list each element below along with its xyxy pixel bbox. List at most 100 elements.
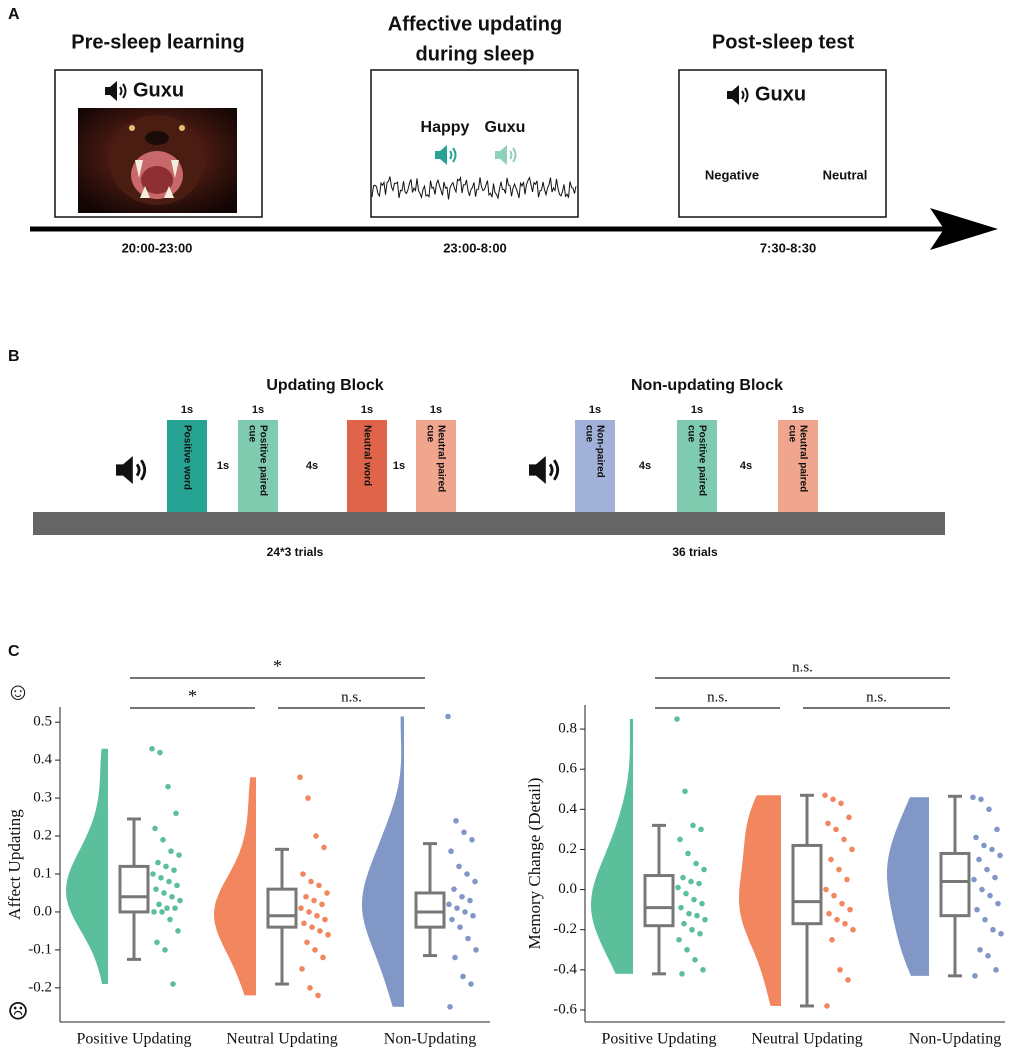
positive-icon: ☺ [6,680,31,706]
data-point [166,878,172,885]
stage-title: Pre-sleep learning [71,31,244,53]
violin [66,748,108,985]
eeg-trace [371,175,577,200]
data-point [984,866,990,873]
sleep-cue: Guxu [485,119,526,136]
data-point [151,909,157,915]
x-tick-label: Neutral Updating [751,1031,863,1048]
data-point [154,939,160,946]
data-point [699,900,705,907]
y-tick-label: 0.8 [558,721,577,737]
data-point [686,910,692,917]
stimulus-duration: 1s [181,404,193,416]
test-option: Negative [705,167,759,182]
data-point [825,820,831,827]
significance-label: n.s. [707,689,728,705]
data-point [315,992,321,999]
data-point [700,967,706,973]
data-point [847,906,853,913]
data-point [170,981,176,987]
data-point [155,859,161,866]
data-point [169,893,175,900]
speaker-icon [495,145,517,165]
data-point [701,866,707,873]
data-point [158,874,164,881]
stage-title: Affective updating [388,13,562,35]
data-point [970,794,976,801]
data-point [698,826,704,833]
data-point [452,954,458,961]
y-tick-label: 0.2 [558,841,577,857]
data-point [828,856,834,863]
y-tick-label: 0.0 [33,903,52,919]
data-point [982,916,988,923]
stage-title: Post-sleep test [712,31,855,53]
y-tick-label: 0.3 [33,790,52,806]
speaker-wave [741,90,745,100]
speaker-icon [727,85,749,105]
box [414,891,446,929]
data-point [313,833,319,839]
data-point [844,876,850,883]
speaker-icon [105,81,127,101]
data-point [176,852,182,858]
data-point [839,900,845,907]
block-trials: 36 trials [672,545,718,559]
data-point [306,909,312,915]
stimulus-box [575,420,615,512]
data-point [994,826,1000,833]
stimulus-duration: 1s [589,404,601,416]
data-point [681,920,687,927]
data-point [998,930,1004,937]
interval-label: 4s [740,460,752,472]
data-point [320,954,326,961]
data-point [995,900,1001,907]
data-point [850,926,856,933]
stimulus-duration: 1s [361,404,373,416]
data-point [693,860,699,867]
y-tick-label: -0.2 [553,921,577,937]
data-point [453,818,459,824]
data-point [993,967,999,973]
stage-time: 7:30-8:30 [760,240,816,255]
block-trials: 24*3 trials [267,545,324,559]
stimulus-label: cue [786,425,797,443]
data-point [448,848,454,855]
data-point [845,977,851,983]
speaker-body [495,145,507,165]
data-point [683,890,689,897]
data-point [325,931,331,938]
speaker-wave [553,459,560,481]
violin [887,797,929,976]
speaker-wave [452,147,457,163]
data-point [972,973,978,979]
stage-time: 23:00-8:00 [443,240,507,255]
block-bar [33,512,945,535]
data-point [457,924,463,930]
stimulus-box [347,420,387,512]
data-point [976,856,982,863]
data-point [971,876,977,883]
data-point [317,928,323,934]
data-point [990,926,996,933]
box [939,851,971,918]
data-point [161,890,167,896]
data-point [301,920,307,927]
stimulus-label: Neutral paired [435,425,446,492]
data-point [822,792,828,799]
data-point [831,892,837,899]
data-point [841,836,847,843]
data-point [172,905,178,911]
data-point [690,822,696,829]
y-axis-label: Affect Updating [5,809,24,920]
data-point [456,863,462,870]
data-point [679,971,685,977]
data-point [978,796,984,803]
data-point [682,788,688,795]
stimulus-duration: 1s [691,404,703,416]
data-point [160,837,166,843]
data-point [321,844,327,851]
data-point [449,916,455,923]
data-point [830,796,836,803]
